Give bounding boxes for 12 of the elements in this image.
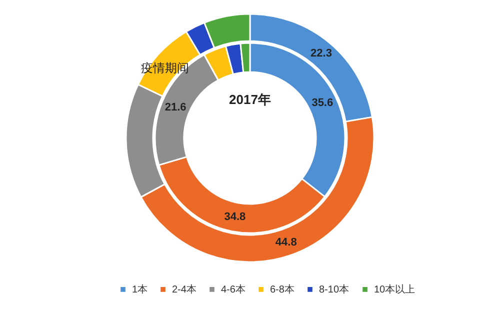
legend-label: 8-10本 xyxy=(319,283,350,296)
legend-label: 1本 xyxy=(132,283,148,296)
slice-label: 2017年 xyxy=(229,92,271,107)
data-label: 44.8 xyxy=(275,236,297,248)
legend-label: 4-6本 xyxy=(221,283,246,296)
legend-label: 6-8本 xyxy=(270,283,294,296)
data-label: 35.6 xyxy=(312,96,334,109)
data-label: 34.8 xyxy=(224,211,246,224)
legend-label: 2-4本 xyxy=(172,283,196,296)
legend-label: 10本以上 xyxy=(374,283,416,296)
data-label: 21.6 xyxy=(164,101,186,114)
data-label: 22.3 xyxy=(310,48,332,60)
